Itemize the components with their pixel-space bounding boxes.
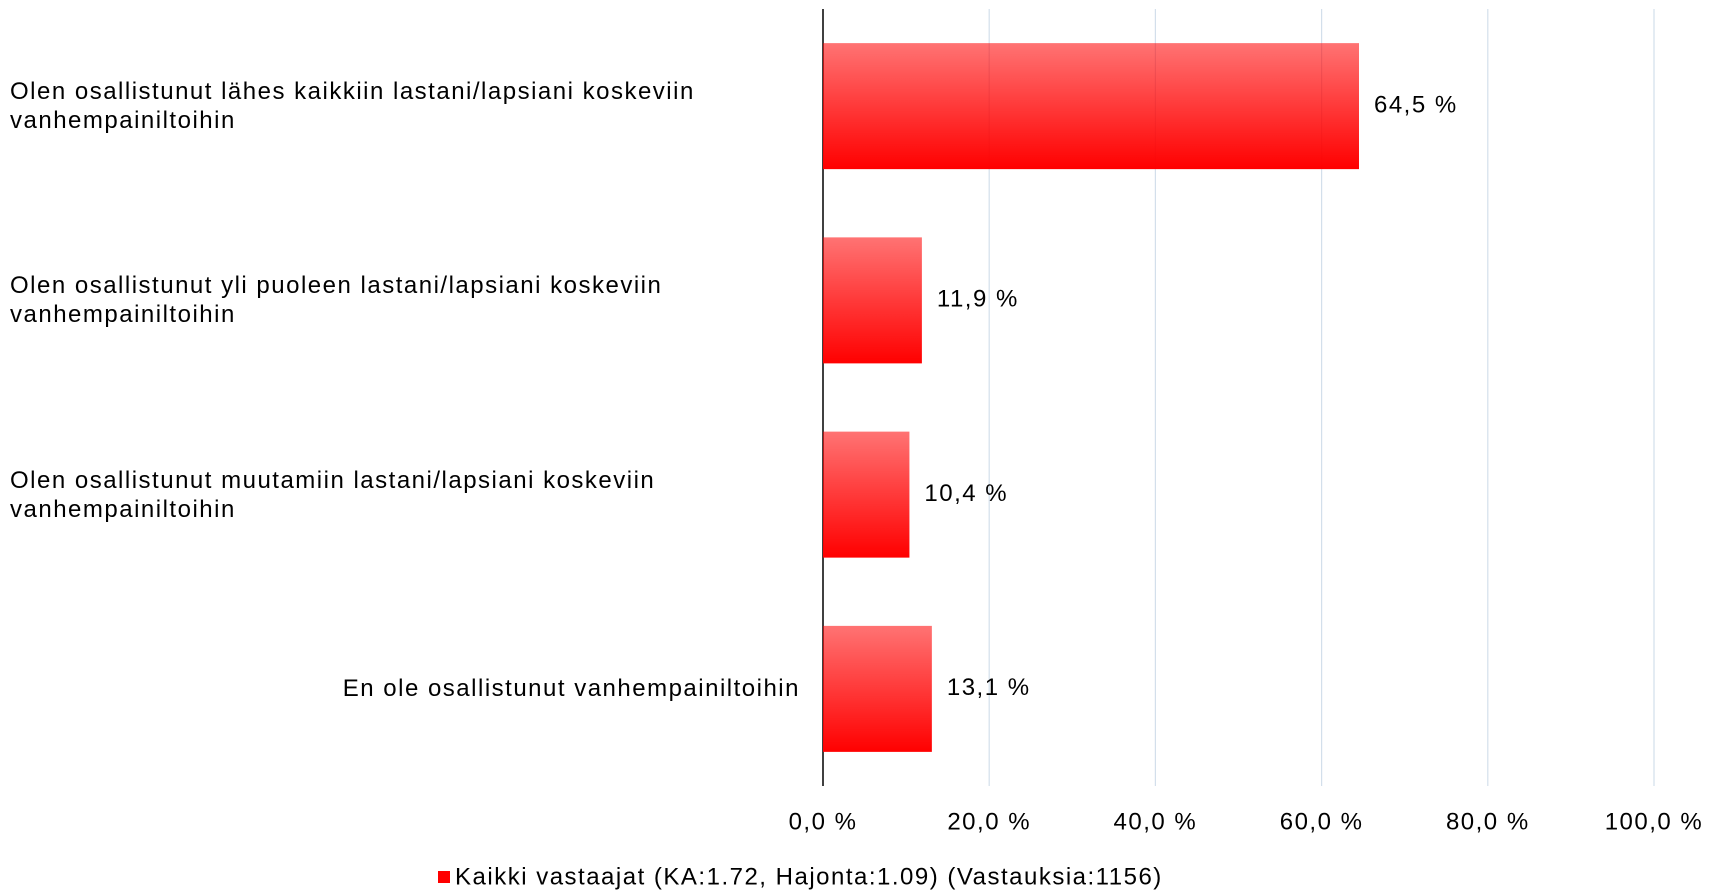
legend-label: Kaikki vastaajat (KA:1.72, Hajonta:1.09)… <box>455 863 1163 890</box>
x-tick-label: 80,0 % <box>1446 808 1530 835</box>
value-label: 11,9 % <box>937 286 1019 313</box>
value-label: 64,5 % <box>1374 91 1458 118</box>
x-tick-label: 60,0 % <box>1280 808 1364 835</box>
bar <box>823 237 922 364</box>
bar <box>823 431 910 558</box>
category-label-box: Olen osallistunut muutamiin lastani/laps… <box>0 445 800 545</box>
category-label: En ole osallistunut vanhempainiltoihin <box>342 675 800 703</box>
category-label-box: En ole osallistunut vanhempainiltoihin <box>0 639 800 739</box>
x-tick-label: 100,0 % <box>1605 808 1704 835</box>
bar <box>823 625 932 752</box>
category-label-box: Olen osallistunut yli puoleen lastani/la… <box>0 250 800 350</box>
category-label: Olen osallistunut muutamiin lastani/laps… <box>10 466 656 523</box>
legend-swatch <box>438 871 450 883</box>
x-tick-label: 20,0 % <box>947 808 1031 835</box>
value-label: 13,1 % <box>947 674 1031 701</box>
category-label-box: Olen osallistunut lähes kaikkiin lastani… <box>0 56 800 156</box>
bar <box>823 43 1359 170</box>
x-tick-label: 0,0 % <box>789 808 858 835</box>
category-label: Olen osallistunut yli puoleen lastani/la… <box>10 272 663 329</box>
value-label: 10,4 % <box>924 480 1008 507</box>
x-tick-label: 40,0 % <box>1114 808 1198 835</box>
category-label: Olen osallistunut lähes kaikkiin lastani… <box>10 78 695 135</box>
